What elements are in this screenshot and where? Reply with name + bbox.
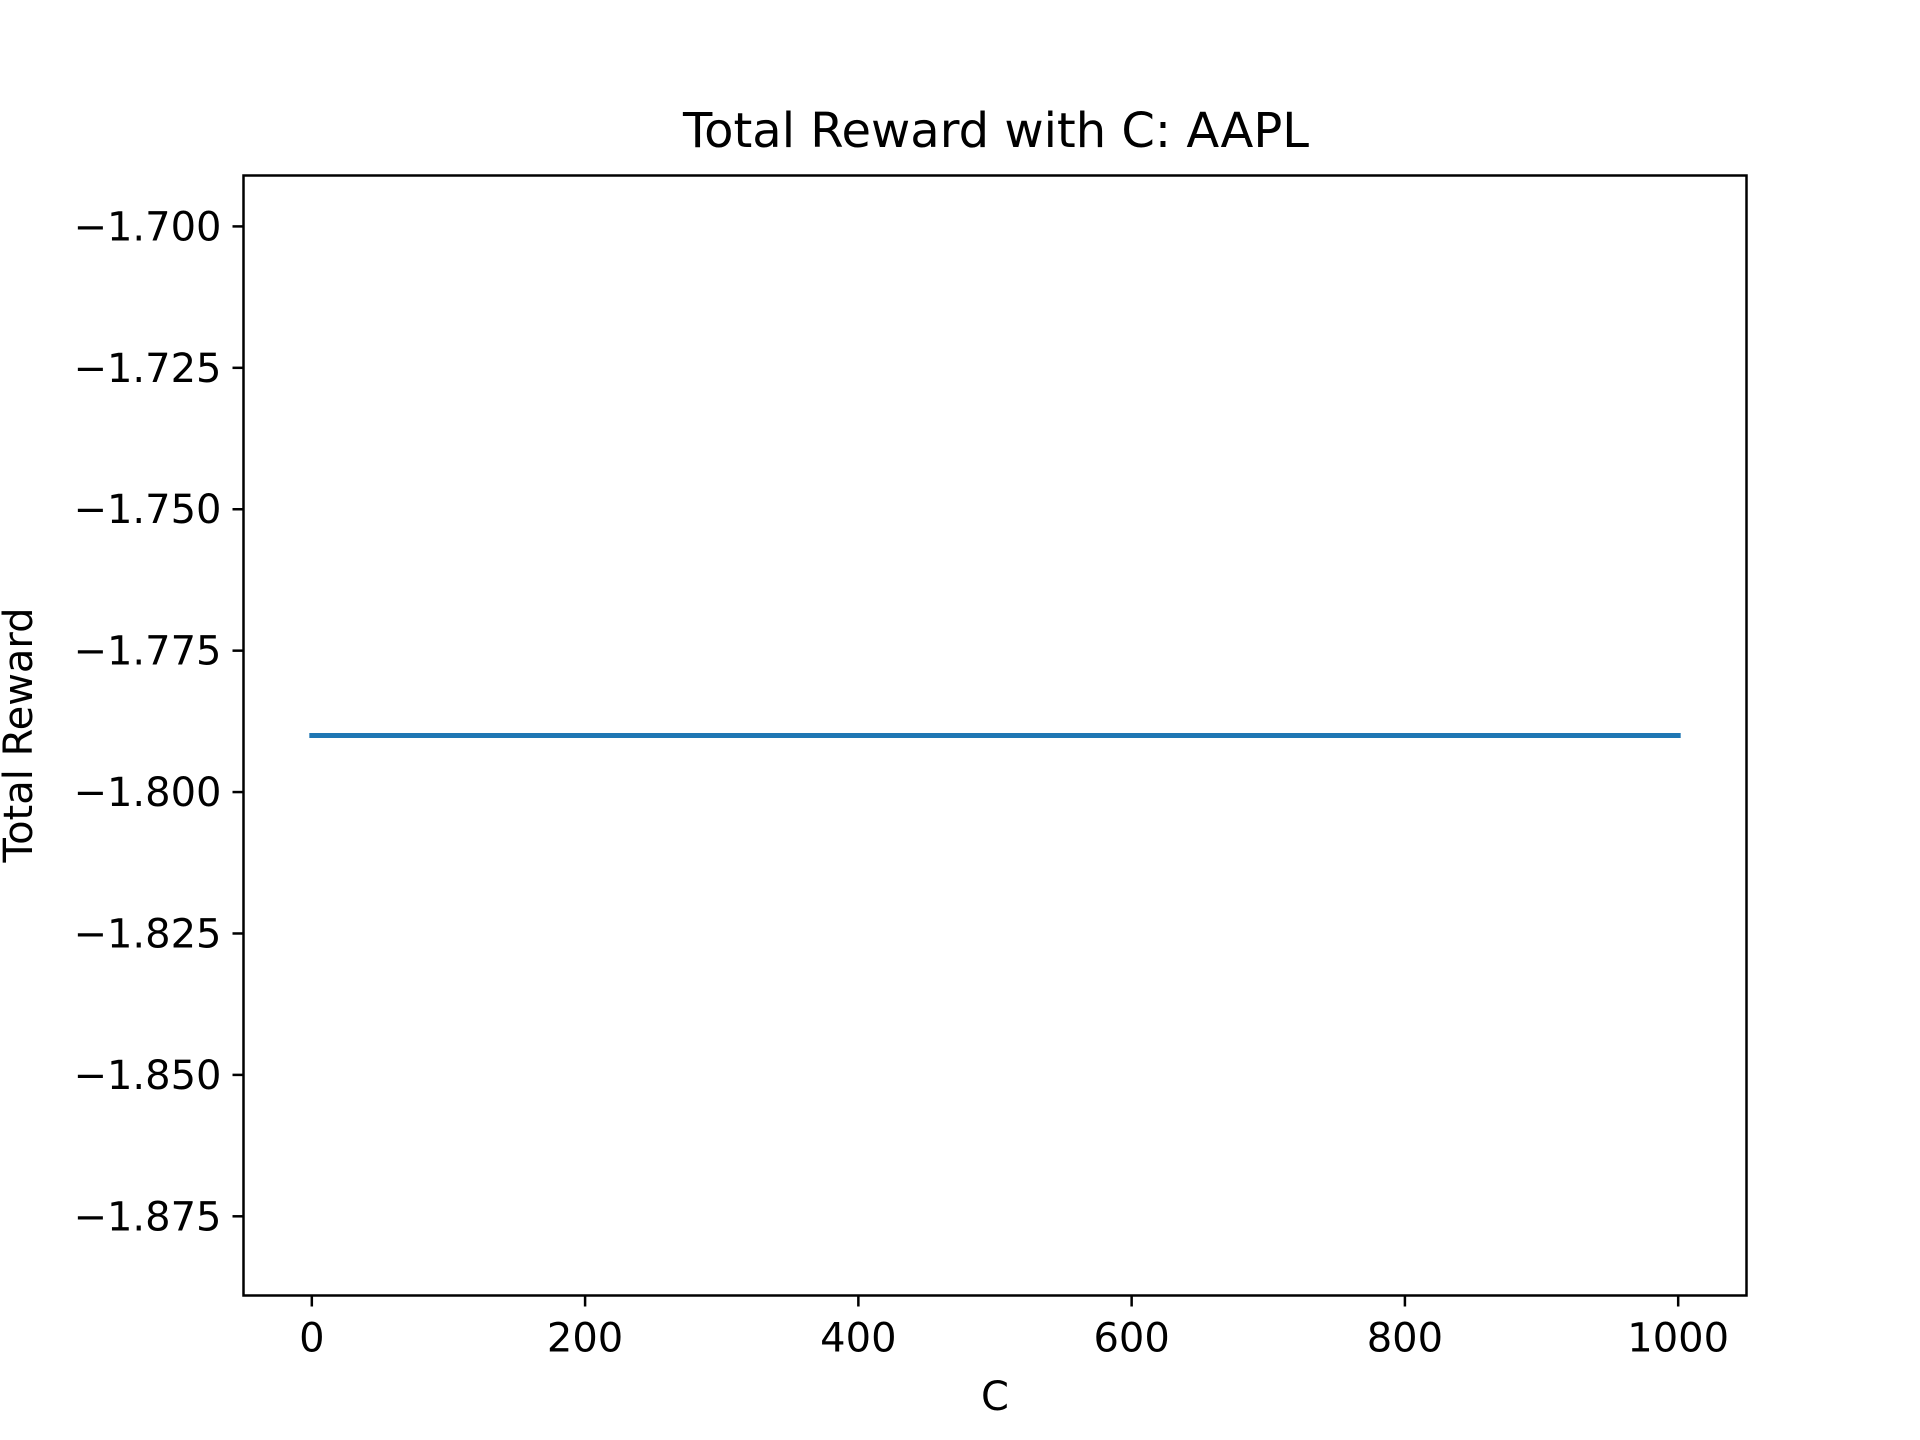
axes-frame bbox=[242, 174, 1748, 1297]
y-tick-label: −1.725 bbox=[73, 346, 221, 392]
x-tick-label: 400 bbox=[820, 1316, 896, 1362]
y-axis: −1.700 −1.725 −1.750 −1.775 −1.800 −1.825 −1.8… bbox=[73, 204, 244, 1240]
x-tick-label: 200 bbox=[547, 1316, 623, 1362]
x-tick-label: 0 bbox=[299, 1316, 324, 1362]
chart-title: Total Reward with C: AAPL bbox=[682, 103, 1309, 159]
x-tick-label: 800 bbox=[1367, 1316, 1443, 1362]
y-tick-label: −1.800 bbox=[73, 770, 221, 816]
y-tick-label: −1.750 bbox=[73, 487, 221, 533]
y-axis-label: Total Reward bbox=[0, 607, 42, 863]
plot-area bbox=[242, 174, 1748, 1297]
x-tick-label: 1000 bbox=[1627, 1316, 1729, 1362]
x-axis-label: C bbox=[981, 1374, 1009, 1420]
y-tick-label: −1.875 bbox=[73, 1194, 221, 1240]
y-tick-label: −1.825 bbox=[73, 911, 221, 957]
y-tick-label: −1.850 bbox=[73, 1053, 221, 1099]
y-tick-label: −1.700 bbox=[73, 204, 221, 250]
x-axis: 0 200 400 600 800 1000 bbox=[299, 1295, 1729, 1362]
x-tick-label: 600 bbox=[1093, 1316, 1169, 1362]
y-tick-label: −1.775 bbox=[73, 629, 221, 675]
